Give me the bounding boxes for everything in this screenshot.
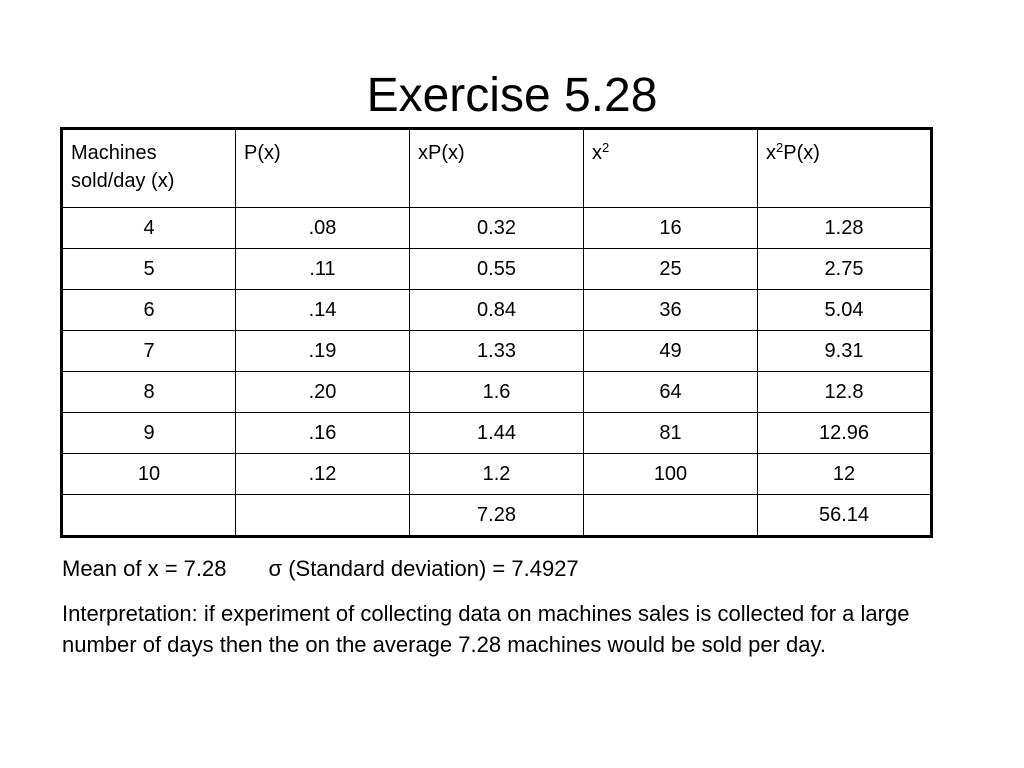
table-cell: 4 xyxy=(61,207,236,249)
table-cell: 100 xyxy=(583,453,758,495)
standard-deviation-text: σ (Standard deviation) = 7.4927 xyxy=(268,556,579,581)
table-cell: 0.84 xyxy=(409,289,584,331)
interpretation-text: Interpretation: if experiment of collect… xyxy=(62,601,910,657)
table-totals-row: 7.28 56.14 xyxy=(61,494,932,537)
table-row: 7 .19 1.33 49 9.31 xyxy=(61,330,932,372)
table-cell: .12 xyxy=(235,453,410,495)
table-cell: 9.31 xyxy=(757,330,932,372)
table-cell: 1.2 xyxy=(409,453,584,495)
table-cell: 12.96 xyxy=(757,412,932,454)
table-row: 8 .20 1.6 64 12.8 xyxy=(61,371,932,413)
summary-line: Mean of x = 7.28 σ (Standard deviation) =… xyxy=(62,555,579,583)
table-cell: .14 xyxy=(235,289,410,331)
table-cell: 1.33 xyxy=(409,330,584,372)
table-cell: 7.28 xyxy=(409,494,584,537)
table-cell: 49 xyxy=(583,330,758,372)
header-x-squared-px: x2P(x) xyxy=(757,128,932,208)
table-cell: .19 xyxy=(235,330,410,372)
table-cell: 2.75 xyxy=(757,248,932,290)
table-cell: 12 xyxy=(757,453,932,495)
header-x-squared: x2 xyxy=(583,128,758,208)
table-cell: 7 xyxy=(61,330,236,372)
header-px: P(x) xyxy=(235,128,410,208)
table-cell xyxy=(583,494,758,537)
table-cell: .20 xyxy=(235,371,410,413)
mean-text: Mean of x = 7.28 xyxy=(62,556,227,581)
table-cell: 36 xyxy=(583,289,758,331)
header-xpx: xP(x) xyxy=(409,128,584,208)
table-cell: 25 xyxy=(583,248,758,290)
table-cell: 81 xyxy=(583,412,758,454)
table-row: 5 .11 0.55 25 2.75 xyxy=(61,248,932,290)
table-cell xyxy=(235,494,410,537)
table-cell: 1.6 xyxy=(409,371,584,413)
table-cell: .08 xyxy=(235,207,410,249)
table-cell: 0.32 xyxy=(409,207,584,249)
distribution-table: Machines sold/day (x) P(x) xP(x) x2 x2P(… xyxy=(60,127,933,538)
table-cell: .11 xyxy=(235,248,410,290)
table-row: 4 .08 0.32 16 1.28 xyxy=(61,207,932,249)
table-cell: 64 xyxy=(583,371,758,413)
table-cell: 10 xyxy=(61,453,236,495)
table-cell: .16 xyxy=(235,412,410,454)
table-cell: 1.44 xyxy=(409,412,584,454)
header-machines-sold: Machines sold/day (x) xyxy=(61,128,236,208)
table-cell: 12.8 xyxy=(757,371,932,413)
table-row: 6 .14 0.84 36 5.04 xyxy=(61,289,932,331)
table-cell: 5 xyxy=(61,248,236,290)
table-cell: 16 xyxy=(583,207,758,249)
table-cell: 56.14 xyxy=(757,494,932,537)
table-cell: 1.28 xyxy=(757,207,932,249)
table-cell: 5.04 xyxy=(757,289,932,331)
table-cell: 0.55 xyxy=(409,248,584,290)
table-cell: 9 xyxy=(61,412,236,454)
table-cell xyxy=(61,494,236,537)
table-header-row: Machines sold/day (x) P(x) xP(x) x2 x2P(… xyxy=(61,128,932,208)
table-row: 9 .16 1.44 81 12.96 xyxy=(61,412,932,454)
table-row: 10 .12 1.2 100 12 xyxy=(61,453,932,495)
table-cell: 6 xyxy=(61,289,236,331)
slide-title: Exercise 5.28 xyxy=(366,69,658,122)
table-cell: 8 xyxy=(61,371,236,413)
